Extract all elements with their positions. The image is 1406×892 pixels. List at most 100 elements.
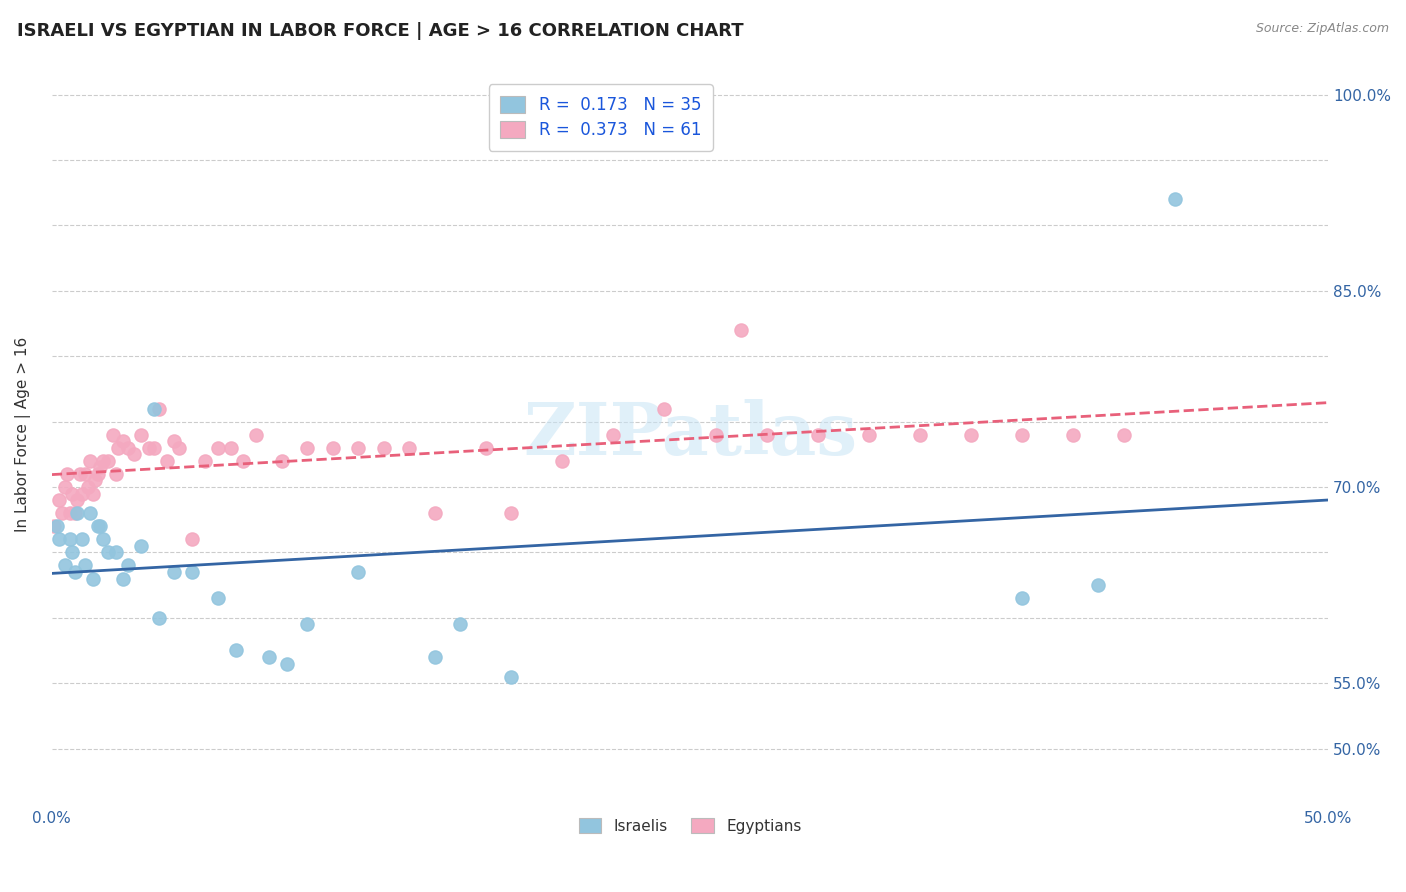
Point (959, 427, 981, 442)
Point (44, 519, 66, 533)
Point (91, 533, 114, 547)
Point (219, 441, 242, 455)
Point (53, 480, 76, 494)
Point (72, 533, 94, 547)
Point (60, 545, 83, 559)
Point (66, 506, 89, 520)
Point (48, 533, 70, 547)
Point (122, 447, 145, 461)
Point (45, 519, 67, 533)
Point (76, 480, 98, 494)
Point (245, 427, 267, 442)
Point (501, 670, 523, 684)
Point (63, 565, 86, 579)
Point (91, 454, 114, 468)
Point (169, 441, 191, 455)
Point (449, 617, 471, 632)
Point (104, 467, 127, 481)
Point (148, 611, 170, 625)
Point (87, 519, 110, 533)
Point (112, 572, 135, 586)
Point (72, 486, 94, 500)
Point (129, 427, 152, 442)
Point (755, 427, 778, 442)
Point (97, 545, 120, 559)
Point (1087, 578, 1109, 592)
Point (129, 539, 152, 553)
Point (89, 519, 111, 533)
Point (73, 467, 96, 481)
Text: ZIPatlas: ZIPatlas (523, 400, 858, 470)
Point (56, 467, 79, 481)
Point (117, 441, 139, 455)
Point (398, 441, 420, 455)
Point (704, 427, 727, 442)
Point (82, 572, 104, 586)
Point (270, 454, 292, 468)
Point (295, 617, 318, 632)
Point (475, 441, 498, 455)
Point (104, 545, 127, 559)
Point (858, 427, 880, 442)
Point (194, 454, 217, 468)
Point (1062, 427, 1084, 442)
Point (501, 506, 523, 520)
Point (138, 441, 160, 455)
Point (112, 434, 135, 449)
Point (69, 467, 91, 481)
Point (48, 493, 70, 508)
Point (87, 467, 110, 481)
Point (347, 441, 370, 455)
Point (79, 454, 101, 468)
Point (1011, 427, 1033, 442)
Point (107, 441, 129, 455)
Point (63, 506, 86, 520)
Point (142, 401, 165, 416)
Point (181, 533, 204, 547)
Point (163, 434, 186, 449)
Point (53, 558, 76, 573)
Point (654, 401, 676, 416)
Point (602, 427, 624, 442)
Point (423, 506, 446, 520)
Point (101, 427, 124, 442)
Point (257, 650, 280, 665)
Point (59, 533, 82, 547)
Point (423, 650, 446, 665)
Point (730, 323, 752, 337)
Point (207, 591, 229, 606)
Point (1164, 192, 1187, 206)
Point (1112, 427, 1135, 442)
Point (322, 441, 344, 455)
Point (82, 486, 104, 500)
Point (89, 460, 111, 475)
Point (60, 486, 83, 500)
Point (551, 454, 574, 468)
Point (347, 565, 370, 579)
Point (142, 441, 165, 455)
Y-axis label: In Labor Force | Age > 16: In Labor Force | Age > 16 (15, 337, 31, 533)
Point (51, 506, 73, 520)
Legend: Israelis, Egyptians: Israelis, Egyptians (568, 807, 813, 845)
Point (79, 506, 101, 520)
Text: Source: ZipAtlas.com: Source: ZipAtlas.com (1256, 22, 1389, 36)
Point (1011, 591, 1033, 606)
Point (97, 454, 120, 468)
Point (163, 565, 186, 579)
Point (908, 427, 931, 442)
Point (207, 441, 229, 455)
Point (73, 558, 96, 573)
Point (276, 657, 298, 671)
Point (148, 401, 170, 416)
Point (59, 506, 82, 520)
Point (156, 454, 179, 468)
Point (807, 427, 830, 442)
Point (225, 643, 247, 657)
Point (295, 441, 318, 455)
Text: ISRAELI VS EGYPTIAN IN LABOR FORCE | AGE > 16 CORRELATION CHART: ISRAELI VS EGYPTIAN IN LABOR FORCE | AGE… (17, 22, 744, 40)
Point (232, 454, 254, 468)
Point (117, 558, 139, 573)
Point (66, 493, 89, 508)
Point (84, 474, 107, 488)
Point (373, 441, 395, 455)
